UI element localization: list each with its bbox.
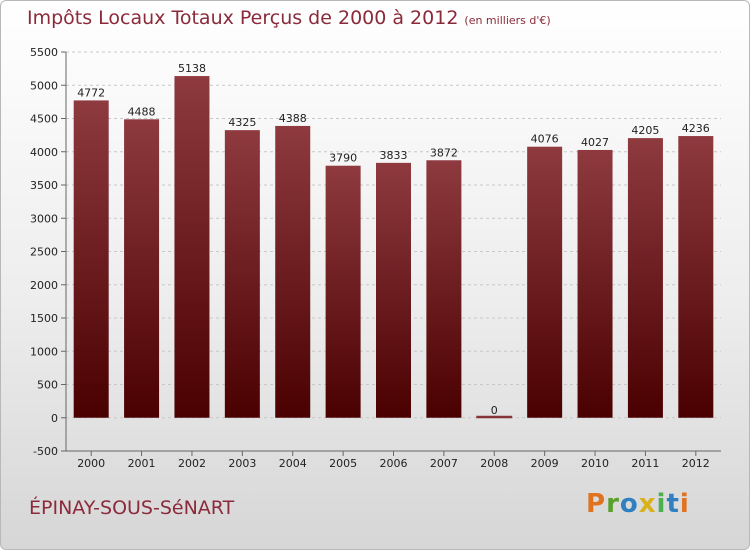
y-tick-label: 4000 [30, 146, 58, 159]
bar-2006 [376, 162, 411, 418]
y-tick-label: 3000 [30, 212, 58, 225]
value-label-2001: 4488 [128, 105, 156, 118]
value-label-2009: 4076 [531, 133, 559, 146]
brand-letter: x [638, 489, 657, 519]
brand-letter: r [606, 489, 620, 519]
chart-title-text: Impôts Locaux Totaux Perçus de 2000 à 20… [27, 7, 459, 29]
y-tick-label: 500 [37, 379, 58, 392]
value-label-2003: 4325 [228, 116, 256, 129]
x-tick-label-2005: 2005 [329, 457, 357, 470]
bar-2005 [325, 165, 361, 418]
y-tick-label: 5500 [30, 46, 58, 59]
value-label-2010: 4027 [581, 136, 609, 149]
bars [73, 76, 714, 419]
value-label-2011: 4205 [631, 124, 659, 137]
x-tick-label-2009: 2009 [531, 457, 559, 470]
value-label-2006: 3833 [380, 149, 408, 162]
bar-2011 [627, 138, 663, 418]
y-tick-labels: -500 0 500 1000 1500 2000 2500 3000 3500 4000 4500… [30, 46, 58, 458]
brand-letter: P [586, 489, 607, 519]
y-tick-label: 1000 [30, 345, 58, 358]
bar-2012 [678, 136, 714, 418]
y-tick-label: 5000 [30, 79, 58, 92]
x-tick-label-2012: 2012 [682, 457, 710, 470]
x-tick-label-2001: 2001 [128, 457, 156, 470]
x-tick-labels: 2000 2001 2002 2003 2004 2005 2006 2007 2008 2009… [77, 457, 710, 470]
x-tick-label-2007: 2007 [430, 457, 458, 470]
value-label-2012: 4236 [682, 122, 710, 135]
chart-title: Impôts Locaux Totaux Perçus de 2000 à 20… [27, 7, 551, 29]
value-label-2004: 4388 [279, 112, 307, 125]
brand-logo: Proxiti [586, 489, 690, 519]
bar-2009 [527, 146, 563, 418]
bar-2002 [174, 76, 210, 418]
y-tick-label: 4500 [30, 113, 58, 126]
y-tick-label: 2000 [30, 279, 58, 292]
bar-2007 [426, 160, 462, 418]
bar-2000 [73, 100, 109, 418]
x-tick-label-2008: 2008 [480, 457, 508, 470]
brand-letter: i [656, 489, 667, 519]
bar-2004 [275, 125, 311, 418]
bar-2003 [224, 130, 260, 418]
brand-letter: i [679, 489, 690, 519]
y-tick-label: 2500 [30, 246, 58, 259]
value-label-2002: 5138 [178, 62, 206, 75]
brand-letter: o [619, 489, 639, 519]
x-tick-label-2010: 2010 [581, 457, 609, 470]
x-tick-label-2006: 2006 [380, 457, 408, 470]
brand-letter: t [666, 489, 680, 519]
value-label-2007: 3872 [430, 146, 458, 159]
x-tick-label-2003: 2003 [228, 457, 256, 470]
x-tick-label-2004: 2004 [279, 457, 307, 470]
chart-subtitle: (en milliers d'€) [464, 14, 551, 27]
bar-2010 [577, 149, 613, 418]
y-tick-label: 1500 [30, 312, 58, 325]
bar-2001 [124, 119, 160, 418]
bar-2008 [476, 415, 513, 419]
x-tick-label-2000: 2000 [77, 457, 105, 470]
value-label-2008: 0 [491, 404, 498, 417]
axes [61, 51, 721, 456]
commune-name: ÉPINAY-SOUS-SéNART [29, 497, 235, 519]
x-tick-label-2002: 2002 [178, 457, 206, 470]
y-tick-label: 0 [51, 412, 58, 425]
value-label-2005: 3790 [329, 152, 357, 165]
value-labels: 4772 4488 5138 4325 4388 3790 3833 3872 0 4076 402… [77, 62, 710, 417]
x-tick-label-2011: 2011 [631, 457, 659, 470]
y-tick-label: -500 [33, 445, 58, 458]
value-label-2000: 4772 [77, 86, 105, 99]
y-tick-label: 3500 [30, 179, 58, 192]
